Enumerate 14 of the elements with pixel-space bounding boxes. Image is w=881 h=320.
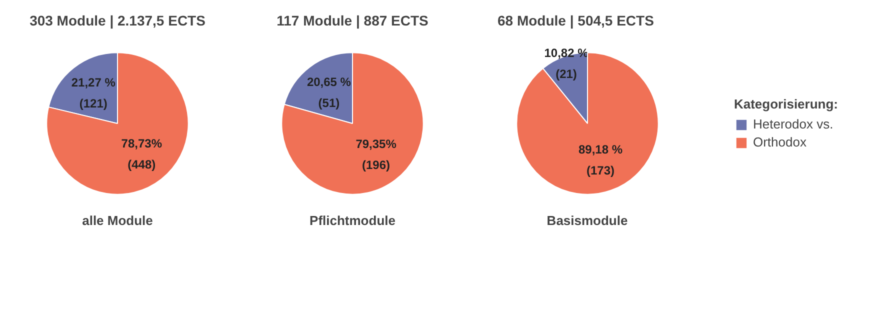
- data-label: 78,73% (448): [121, 136, 162, 172]
- data-label: 21,27 % (121): [71, 75, 116, 110]
- chart-title: 117 Module | 887 ECTS: [276, 12, 428, 30]
- chart-title: 68 Module | 504,5 ECTS: [498, 12, 654, 30]
- data-label: 20,65 % (51): [306, 74, 352, 110]
- text: alle Module: [82, 213, 153, 228]
- data-label: 79,35% (196): [356, 137, 397, 172]
- text: Basismodule: [546, 213, 628, 228]
- legend-title: Kategorisierung:: [734, 96, 838, 112]
- legend-label: Orthodox: [752, 134, 806, 150]
- data-label: 89,18 % (173): [578, 142, 623, 178]
- chart-title: 303 Module | 2.137,5 ECTS: [30, 12, 206, 30]
- text: Pflichtmodule: [310, 213, 396, 228]
- legend-label: Heterodox vs.: [752, 116, 834, 132]
